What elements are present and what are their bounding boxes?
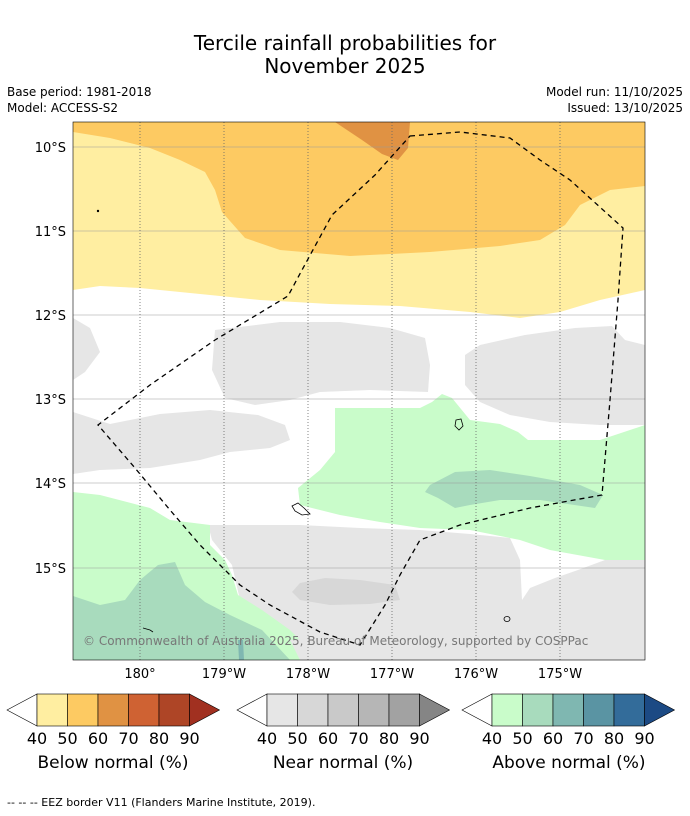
above-normal-60-sliver [238, 640, 244, 660]
colorbar-segment [613, 693, 645, 727]
colorbar-segment [522, 693, 554, 727]
colorbar-tick-label: 40 [257, 729, 277, 748]
longitude-labels: 180° 179°W 178°W 177°W 176°W 175°W [124, 667, 582, 682]
near-normal-40-region-east [465, 326, 645, 425]
colorbar-segment [327, 693, 359, 727]
lat-label: 15°S [35, 562, 66, 577]
map-frame [72, 121, 646, 661]
below-normal-60-region [335, 122, 410, 160]
map-gridlines [73, 146, 645, 569]
base-period: Base period: 1981-2018 [7, 85, 152, 99]
lon-label: 176°W [454, 667, 498, 682]
colorbar-segment [128, 693, 160, 727]
lon-label: 177°W [370, 667, 414, 682]
colorbar-label-below: Below normal (%) [37, 753, 189, 773]
colorbar-low-extension [6, 693, 38, 727]
eez-border [97, 131, 624, 646]
forecast-map: 10°S 11°S 12°S 13°S 14°S 15°S 180° 179°W… [6, 121, 676, 748]
model-name: Model: ACCESS-S2 [7, 101, 119, 115]
island-outlines [96, 209, 511, 633]
near-normal-40-region-southeast [208, 525, 645, 660]
colorbar-tick-label: 60 [318, 729, 338, 748]
lon-label: 175°W [538, 667, 582, 682]
colorbar-tick-label: 40 [27, 729, 47, 748]
lat-label: 10°S [35, 141, 66, 156]
near-normal-small-patch [290, 636, 355, 660]
colorbar-tick-label: 60 [88, 729, 108, 748]
colorbar-high-extension [419, 693, 451, 727]
above-normal-50-region-east [425, 470, 603, 508]
colorbar-segment [388, 693, 420, 727]
colorbar-low-extension [236, 693, 268, 727]
lon-label: 180° [124, 667, 155, 682]
colorbar-segment [491, 693, 523, 727]
colorbar-high-extension [644, 693, 676, 727]
colorbar-tick-label: 80 [604, 729, 624, 748]
colorbar-segment [158, 693, 190, 727]
colorbar-high-extension [189, 693, 221, 727]
colorbar-segment [266, 693, 298, 727]
above-normal-50-region-southwest [73, 562, 290, 660]
colorbar-segment [552, 693, 584, 727]
colorbar-tick-label: 80 [149, 729, 169, 748]
lon-label: 179°W [202, 667, 246, 682]
colorbar-tick-label: 70 [348, 729, 368, 748]
copyright-notice: © Commonwealth of Australia 2025, Bureau… [83, 634, 588, 648]
issued-date: Issued: 13/10/2025 [567, 101, 683, 115]
lat-label: 14°S [35, 477, 66, 492]
colorbar-tick-label: 90 [409, 729, 429, 748]
colorbar-tick-label: 70 [573, 729, 593, 748]
colorbar-segment [297, 693, 329, 727]
colorbar-low-extension [461, 693, 493, 727]
colorbar-tick-label: 90 [179, 729, 199, 748]
colorbar-segment [67, 693, 99, 727]
colorbar-segment [36, 693, 68, 727]
colorbar-tick-label: 50 [287, 729, 307, 748]
near-normal-40-region-west [73, 318, 100, 380]
colorbar-tick-label: 50 [512, 729, 532, 748]
lon-label: 178°W [286, 667, 330, 682]
eez-footnote: -- -- -- EEZ border V11 (Flanders Marine… [7, 796, 316, 809]
colorbar-label-above: Above normal (%) [492, 753, 646, 773]
colorbar-tick-label: 40 [482, 729, 502, 748]
colorbar-below-normal: 40 50 60 70 80 90 [6, 693, 221, 748]
map-title-line1: Tercile rainfall probabilities for [193, 31, 497, 55]
colorbar-tick-label: 60 [543, 729, 563, 748]
colorbar-near-normal: 40 50 60 70 80 90 [236, 693, 451, 748]
colorbar-tick-label: 80 [379, 729, 399, 748]
near-normal-40-region-center [212, 322, 430, 405]
colorbar-above-normal: 40 50 60 70 80 90 [461, 693, 676, 748]
near-normal-45-patch [292, 578, 400, 605]
probability-field [73, 122, 645, 660]
latitude-labels: 10°S 11°S 12°S 13°S 14°S 15°S [35, 141, 66, 577]
map-title-line2: November 2025 [264, 54, 426, 78]
colorbar-tick-label: 50 [57, 729, 77, 748]
colorbar-segment [583, 693, 615, 727]
colorbar-label-near: Near normal (%) [272, 753, 414, 773]
colorbar-segment [358, 693, 390, 727]
colorbar-segment [97, 693, 129, 727]
colorbar-tick-label: 90 [634, 729, 654, 748]
lat-label: 11°S [35, 225, 66, 240]
model-run: Model run: 11/10/2025 [545, 85, 683, 99]
lat-label: 12°S [35, 309, 66, 324]
colorbar-tick-label: 70 [118, 729, 138, 748]
lat-label: 13°S [35, 393, 66, 408]
